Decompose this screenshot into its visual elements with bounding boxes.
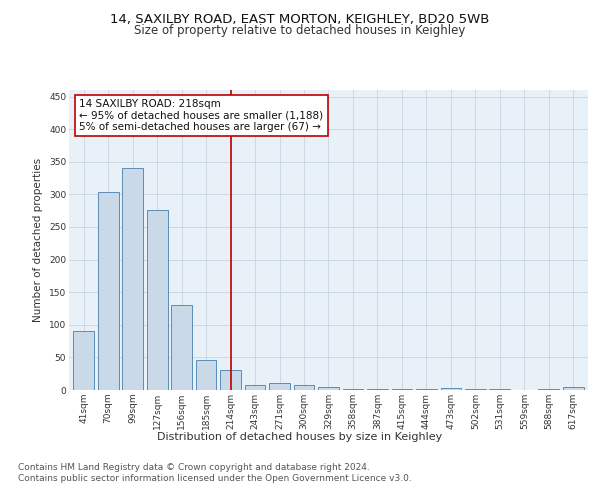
Bar — [318, 386, 339, 390]
Text: 14, SAXILBY ROAD, EAST MORTON, KEIGHLEY, BD20 5WB: 14, SAXILBY ROAD, EAST MORTON, KEIGHLEY,… — [110, 12, 490, 26]
Text: 14 SAXILBY ROAD: 218sqm
← 95% of detached houses are smaller (1,188)
5% of semi-: 14 SAXILBY ROAD: 218sqm ← 95% of detache… — [79, 99, 323, 132]
Bar — [245, 385, 265, 390]
Bar — [293, 386, 314, 390]
Bar — [171, 304, 192, 390]
Bar — [269, 384, 290, 390]
Bar — [196, 360, 217, 390]
Text: Distribution of detached houses by size in Keighley: Distribution of detached houses by size … — [157, 432, 443, 442]
Bar — [343, 388, 364, 390]
Bar — [440, 388, 461, 390]
Bar — [147, 210, 167, 390]
Bar — [98, 192, 119, 390]
Bar — [73, 330, 94, 390]
Bar — [563, 386, 584, 390]
Text: Contains public sector information licensed under the Open Government Licence v3: Contains public sector information licen… — [18, 474, 412, 483]
Text: Contains HM Land Registry data © Crown copyright and database right 2024.: Contains HM Land Registry data © Crown c… — [18, 462, 370, 471]
Text: Size of property relative to detached houses in Keighley: Size of property relative to detached ho… — [134, 24, 466, 37]
Y-axis label: Number of detached properties: Number of detached properties — [34, 158, 43, 322]
Bar — [122, 168, 143, 390]
Bar — [220, 370, 241, 390]
